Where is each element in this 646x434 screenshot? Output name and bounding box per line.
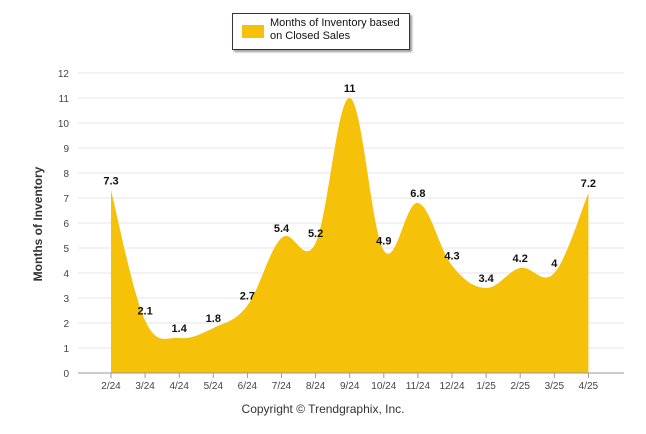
y-tick-label: 2 (63, 319, 69, 330)
data-label: 4.9 (376, 236, 391, 248)
data-label: 1.4 (172, 323, 188, 335)
data-label: 7.2 (581, 178, 596, 190)
x-tick-label: 1/25 (476, 381, 496, 392)
y-tick-label: 7 (63, 194, 69, 205)
y-tick-label: 12 (58, 69, 70, 80)
x-tick-label: 11/24 (406, 381, 431, 392)
x-tick-label: 7/24 (272, 381, 292, 392)
x-tick-label: 3/24 (135, 381, 155, 392)
x-tick-label: 5/24 (204, 381, 224, 392)
data-label: 2.7 (240, 291, 255, 303)
legend-label: Months of Inventory based on Closed Sale… (270, 17, 400, 42)
data-label: 6.8 (410, 188, 425, 200)
data-labels: 7.3 2.1 1.4 1.8 2.7 5.4 5.2 11 4.9 6.8 4.3 3.4 4.2 4 7… (103, 83, 596, 335)
x-tick-label: 4/24 (169, 381, 189, 392)
y-axis-title: Months of Inventory (31, 166, 45, 281)
data-label: 5.2 (308, 228, 323, 240)
y-tick-label: 1 (63, 344, 69, 355)
y-tick-label: 4 (63, 269, 69, 280)
x-tick-label: 9/24 (340, 381, 360, 392)
y-tick-label: 0 (63, 369, 69, 380)
y-tick-label: 9 (63, 144, 69, 155)
x-axis-ticks: 2/24 3/24 4/24 5/24 6/24 7/24 8/24 9/24 10/24 11/… (101, 373, 599, 392)
data-label: 2.1 (137, 306, 152, 318)
y-tick-label: 8 (63, 169, 69, 180)
copyright-text: Copyright © Trendgraphix, Inc. (241, 402, 405, 416)
y-tick-label: 5 (63, 244, 69, 255)
x-tick-label: 3/25 (545, 381, 565, 392)
data-label: 11 (344, 83, 356, 95)
inventory-area (111, 97, 589, 374)
y-tick-label: 6 (63, 219, 69, 230)
x-tick-label: 2/24 (101, 381, 121, 392)
data-label: 5.4 (274, 223, 290, 235)
x-tick-label: 12/24 (439, 381, 464, 392)
legend-swatch (242, 25, 264, 38)
x-tick-label: 2/25 (510, 381, 530, 392)
x-tick-label: 6/24 (238, 381, 258, 392)
y-tick-label: 11 (59, 94, 70, 105)
x-tick-label: 4/25 (579, 381, 599, 392)
data-label: 4 (551, 258, 558, 270)
y-tick-label: 10 (58, 119, 70, 130)
data-label: 7.3 (103, 176, 118, 188)
data-label: 4.2 (513, 253, 528, 265)
legend: Months of Inventory based on Closed Sale… (232, 13, 410, 50)
data-label: 3.4 (478, 273, 494, 285)
data-label: 4.3 (444, 251, 459, 263)
y-tick-label: 3 (63, 294, 69, 305)
x-tick-label: 10/24 (371, 381, 396, 392)
x-tick-label: 8/24 (306, 381, 326, 392)
data-label: 1.8 (206, 313, 221, 325)
